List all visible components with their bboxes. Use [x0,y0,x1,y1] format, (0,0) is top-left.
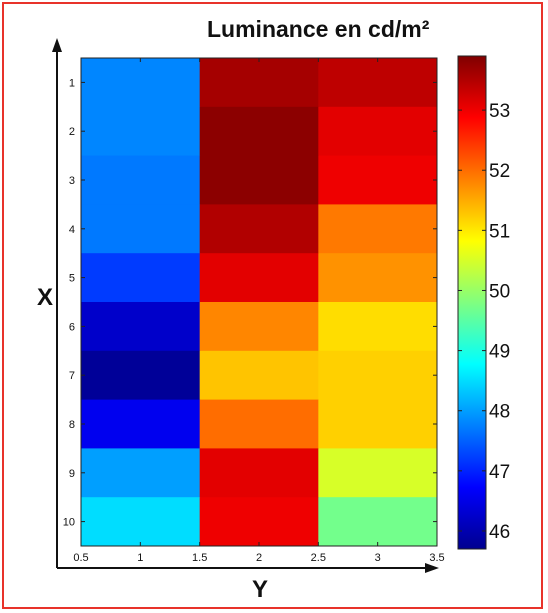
y-tick-label: 4 [69,224,75,236]
y-axis-label: X [37,284,53,311]
heatmap-cells [81,58,438,547]
heatmap-cell [318,204,438,254]
colorbar-tick-label: 50 [489,281,510,302]
y-tick-label: 3 [69,175,75,187]
x-tick-label: 1.5 [192,552,207,564]
heatmap-cell [199,253,319,303]
y-tick-label: 2 [69,126,75,138]
x-axis-label: Y [252,576,268,603]
heatmap-cell [81,58,201,108]
heatmap-cell [199,155,319,205]
x-axis-ticks: 0.5 1 1.5 2 2.5 3 3.5 [73,58,445,564]
x-tick-label: 3.5 [429,552,444,564]
x-tick-label: 2.5 [311,552,326,564]
heatmap-cell [81,497,201,547]
x-axis-arrowhead-icon [425,563,439,573]
heatmap-cell [318,253,438,303]
heatmap-cell [81,204,201,254]
y-axis-arrowhead-icon [52,38,62,52]
heatmap-cell [81,253,201,303]
heatmap-cell [81,106,201,157]
y-tick-label: 9 [69,468,75,480]
heatmap-cell [318,302,438,352]
heatmap-cell [199,399,319,449]
chart-title: Luminance en cd/m² [207,16,430,42]
colorbar-tick-label: 49 [489,342,510,363]
y-tick-label: 7 [69,370,75,382]
y-tick-label: 1 [69,77,75,89]
heatmap-cell [199,204,319,254]
heatmap-cell [199,106,319,157]
heatmap-cell [318,497,438,547]
colorbar-tick-label: 47 [489,462,510,483]
heatmap-cell [199,448,319,498]
colorbar-tick-label: 46 [489,522,510,543]
heatmap-cell [318,155,438,205]
heatmap-cell [318,106,438,157]
heatmap-cell [199,302,319,352]
x-tick-label: 1 [137,552,143,564]
x-tick-label: 2 [256,552,262,564]
x-tick-label: 3 [375,552,381,564]
y-tick-label: 8 [69,419,75,431]
y-tick-label: 10 [63,517,75,529]
x-tick-label: 0.5 [73,552,88,564]
colorbar [457,55,487,550]
heatmap-cell [318,350,438,401]
heatmap-cell [81,155,201,205]
colorbar-tick-label: 48 [489,402,510,423]
y-axis-ticks: 1 2 3 4 5 6 7 8 9 10 [63,77,437,529]
y-tick-label: 6 [69,321,75,333]
colorbar-ticks: 46 47 48 49 50 51 52 53 [458,101,510,543]
colorbar-tick-label: 51 [489,221,510,242]
colorbar-tick-label: 52 [489,161,510,182]
heatmap-cell [199,497,319,547]
heatmap-cell [318,58,438,108]
heatmap-cell [81,302,201,352]
heatmap-cell [318,399,438,449]
heatmap-cell [318,448,438,498]
heatmap-cell [81,448,201,498]
heatmap-cell [81,350,201,401]
colorbar-tick-label: 53 [489,101,510,122]
y-tick-label: 5 [69,273,75,285]
heatmap-cell [199,350,319,401]
heatmap-cell [199,58,319,108]
heatmap-cell [81,399,201,449]
